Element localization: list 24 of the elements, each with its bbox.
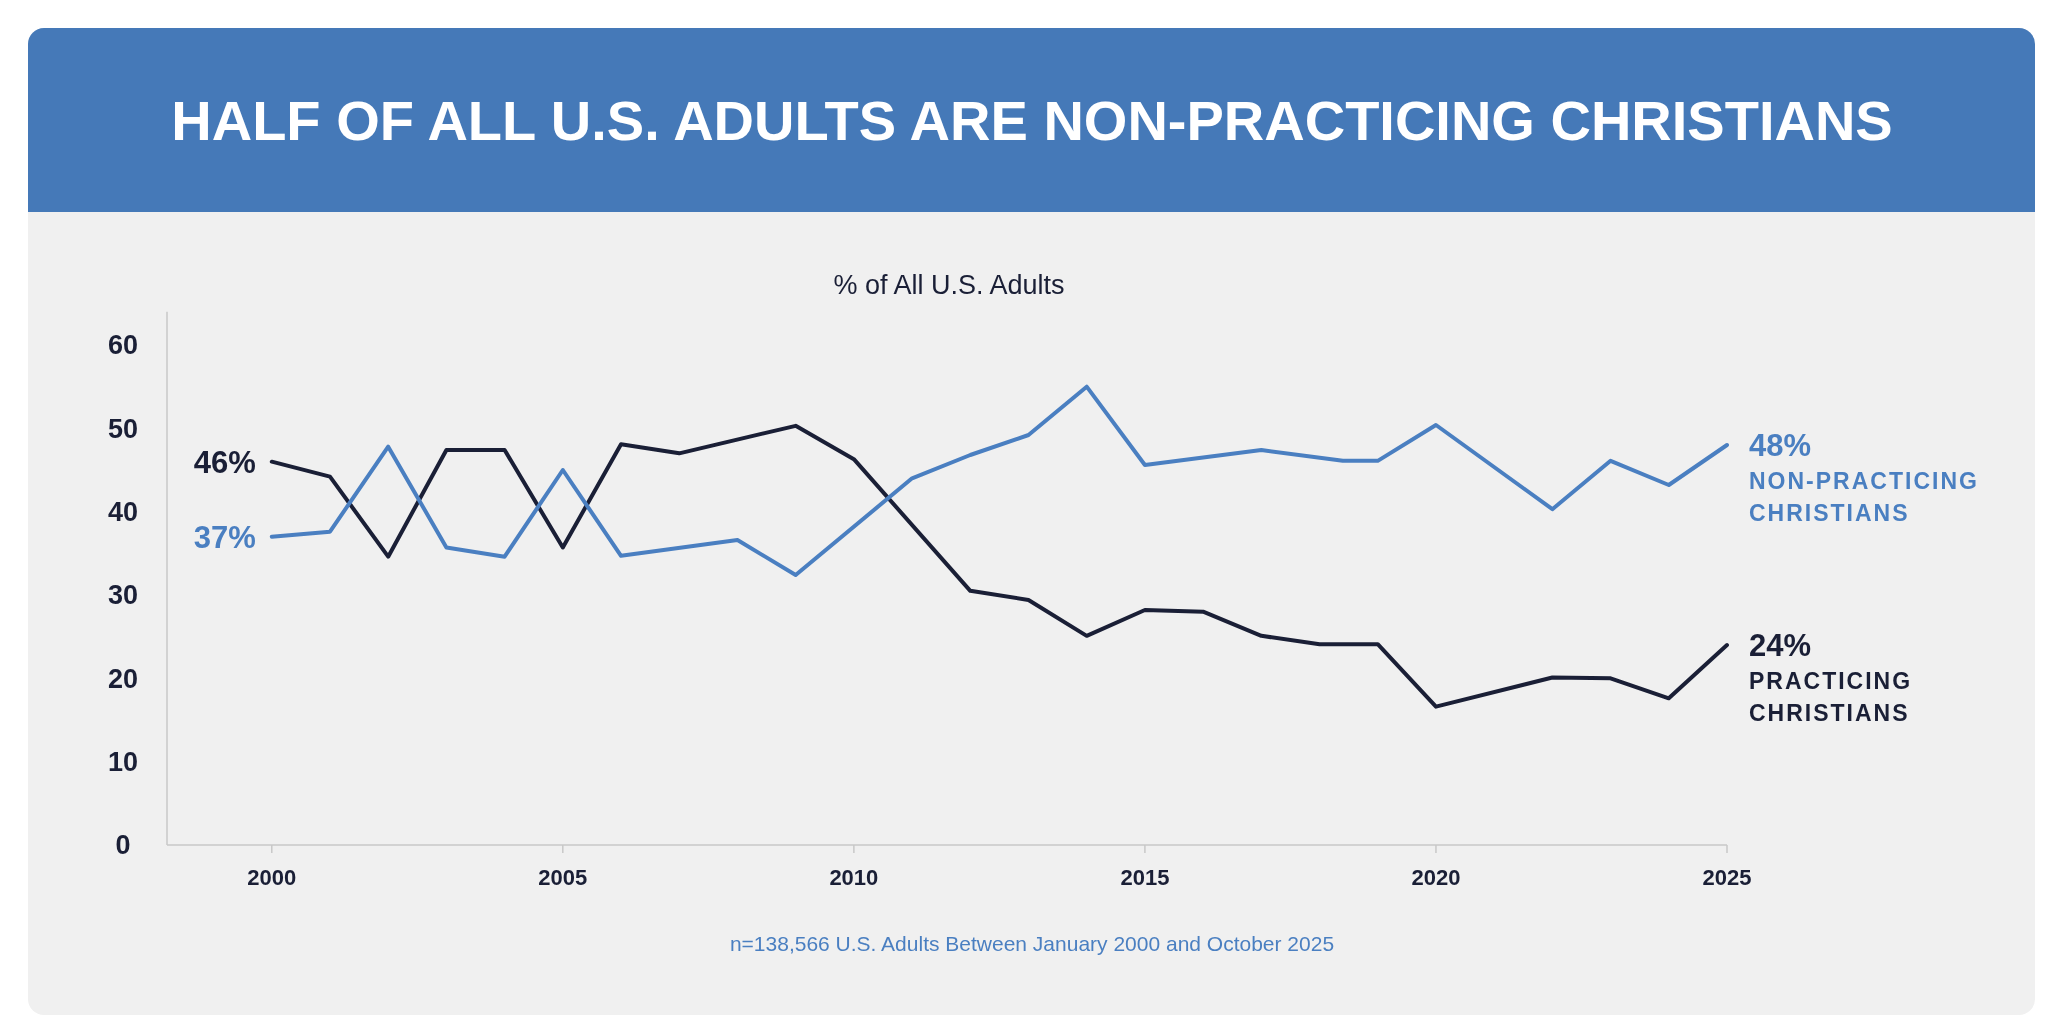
y-tick-label: 20 bbox=[107, 663, 139, 694]
data-label: 24% bbox=[1749, 627, 1812, 663]
y-tick-label: 40 bbox=[107, 497, 139, 528]
x-tick-label: 2010 bbox=[829, 864, 879, 890]
line-series bbox=[269, 423, 1729, 709]
x-tick-label: 2025 bbox=[1702, 864, 1752, 890]
x-tick-label: 2015 bbox=[1120, 864, 1170, 890]
y-tick-label: 60 bbox=[107, 330, 139, 361]
text: n=138,566 U.S. Adults Between January 2000 and October 2025 bbox=[729, 932, 1335, 956]
x-tick-label: 2005 bbox=[538, 864, 588, 890]
y-tick-label: 30 bbox=[107, 580, 139, 611]
series-label: PRACTICING CHRISTIANS bbox=[1749, 668, 1913, 726]
series-label: NON-PRACTICING CHRISTIANS bbox=[1749, 468, 1979, 526]
data-label: 48% bbox=[1749, 427, 1812, 463]
line-series bbox=[269, 384, 1729, 577]
x-tick-label: 2000 bbox=[247, 864, 297, 890]
data-label: 46% bbox=[193, 444, 256, 480]
x-tick-label: 2020 bbox=[1411, 864, 1461, 890]
y-tick-label: 50 bbox=[107, 413, 139, 444]
chart-subtitle: % of All U.S. Adults bbox=[833, 270, 1065, 301]
data-label: 37% bbox=[193, 519, 256, 555]
y-tick-label: 0 bbox=[115, 830, 131, 861]
y-tick-label: 10 bbox=[107, 747, 139, 778]
chart-title: HALF OF ALL U.S. ADULTS ARE NON-PRACTICING CHRISTIANS bbox=[171, 88, 1893, 152]
